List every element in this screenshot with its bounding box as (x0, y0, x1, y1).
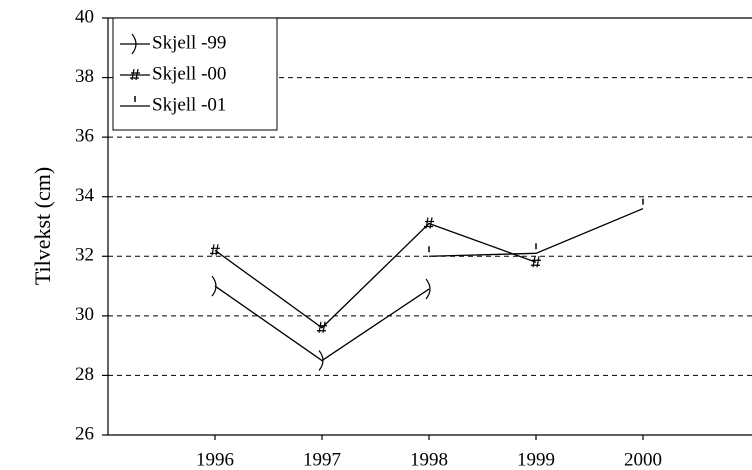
marker (531, 256, 541, 268)
y-tick-label: 34 (75, 185, 95, 206)
marker (425, 278, 431, 300)
series-line (214, 285, 430, 362)
y-tick-label: 28 (75, 364, 94, 385)
y-tick-label: 40 (75, 6, 94, 27)
x-tick-label: 1997 (303, 449, 341, 470)
y-tick-label: 36 (75, 126, 94, 147)
series-line (214, 222, 537, 329)
y-tick-label: 30 (75, 304, 94, 325)
y-tick-label: 32 (75, 245, 94, 266)
legend-box (112, 17, 278, 131)
legend: Skjell -99 Skjell -00 Skjell -01 (112, 17, 278, 131)
legend-label: Skjell -99 (152, 32, 226, 53)
marker (210, 244, 220, 256)
legend-marker (131, 33, 137, 55)
legend-label: Skjell -00 (152, 63, 226, 84)
legend-marker (130, 68, 140, 81)
x-tick-label: 2000 (624, 449, 662, 470)
marker (424, 217, 434, 229)
marker (318, 350, 324, 371)
legend-label: Skjell -01 (152, 94, 226, 115)
marker (211, 275, 217, 297)
y-tick-label: 26 (75, 423, 94, 444)
x-tick-label: 1996 (196, 449, 234, 470)
x-tick-label: 1998 (410, 449, 448, 470)
marker (317, 321, 327, 333)
y-axis-label: Tilvekst (cm) (30, 167, 55, 285)
y-tick-label: 38 (75, 66, 94, 87)
series-line (428, 208, 644, 257)
x-tick-label: 1999 (517, 449, 555, 470)
